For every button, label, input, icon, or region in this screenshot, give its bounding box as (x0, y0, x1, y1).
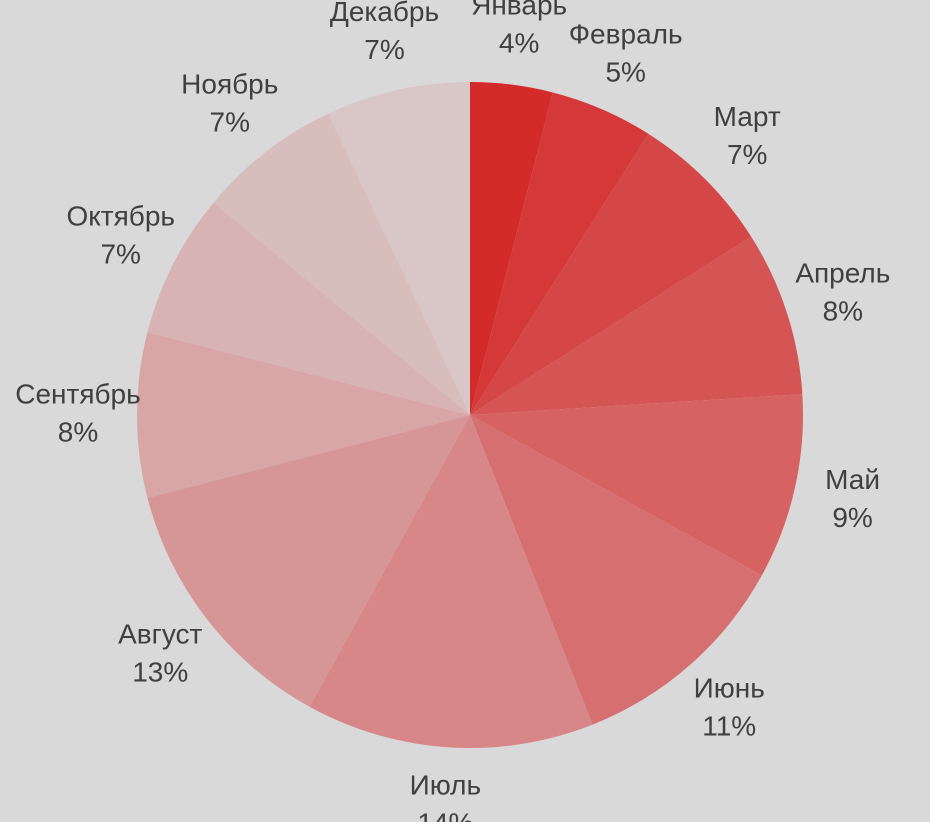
pie-slice (147, 202, 471, 415)
slice-label: Июль (410, 770, 481, 801)
slice-value: 7% (210, 107, 250, 138)
slice-label: Ноябрь (181, 69, 278, 100)
slice-label: Апрель (795, 257, 890, 288)
slice-value: 7% (364, 34, 404, 65)
pie-slice (470, 236, 803, 415)
slice-label: Май (825, 464, 880, 495)
slice-value: 5% (605, 57, 645, 88)
slice-value: 14% (417, 808, 473, 822)
slice-label: Март (714, 101, 781, 132)
slice-label: Август (118, 619, 202, 650)
pie-slice (147, 415, 471, 707)
slice-value: 7% (727, 139, 767, 170)
slice-label: Декабрь (330, 0, 439, 27)
slice-label: Январь (471, 0, 567, 20)
pie-slice (470, 394, 803, 576)
slice-label: Октябрь (66, 200, 175, 231)
pie-slice (470, 415, 762, 725)
slice-label: Февраль (569, 19, 683, 50)
pie-slice (309, 415, 593, 748)
slice-value: 11% (702, 710, 756, 741)
slice-value: 9% (832, 502, 872, 533)
slice-value: 7% (100, 238, 140, 269)
pie-slice (470, 92, 649, 416)
pie-slice (137, 332, 471, 498)
slice-value: 8% (58, 416, 98, 447)
slice-label: Сентябрь (15, 378, 140, 409)
pie-slice (213, 113, 471, 415)
slice-label: Июнь (694, 672, 765, 703)
slice-value: 13% (132, 657, 188, 688)
pie-slice (470, 133, 752, 415)
slice-value: 4% (499, 27, 539, 58)
pie-slice (328, 82, 470, 415)
pie-slice (470, 82, 553, 415)
slice-value: 8% (823, 295, 863, 326)
